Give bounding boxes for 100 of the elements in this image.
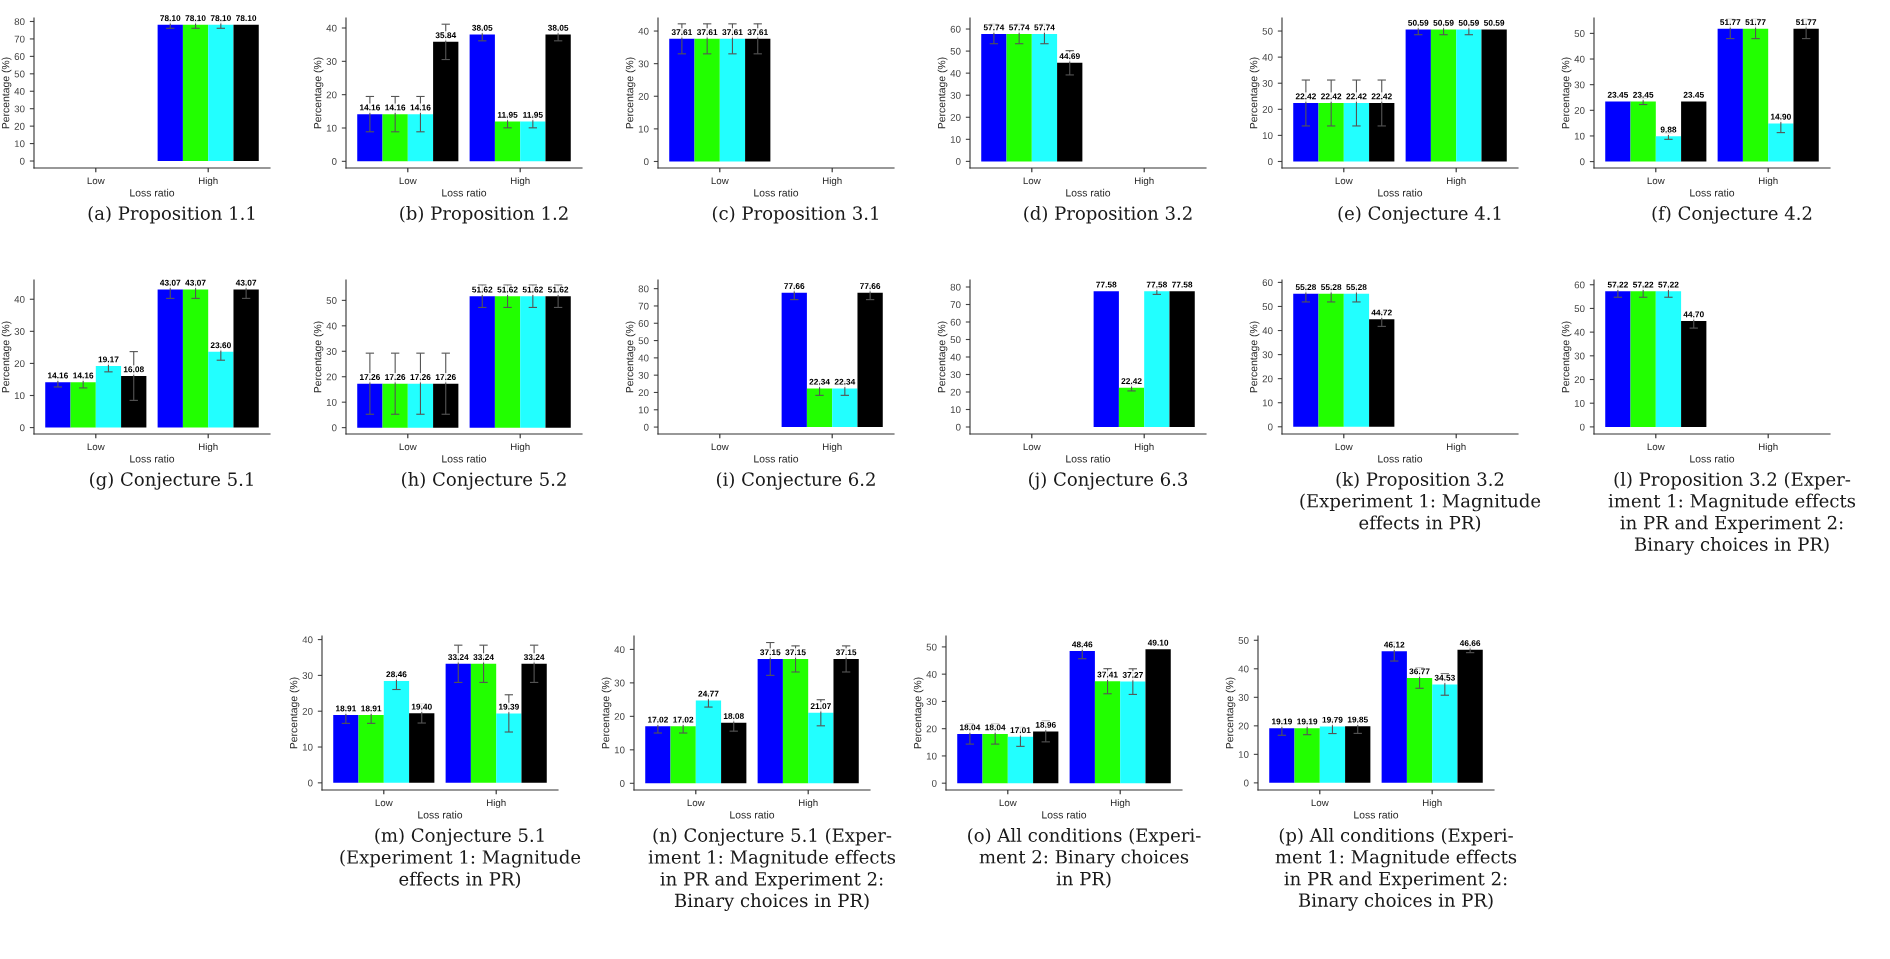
y-tick-label: 0 (1243, 779, 1249, 787)
bar (407, 114, 434, 162)
y-tick-label: 40 (1574, 55, 1585, 63)
y-tick-label: 50 (1262, 27, 1273, 35)
y-tick-label: 30 (326, 58, 337, 65)
bar (383, 680, 410, 783)
x-axis-title: Loss ratio (754, 454, 799, 463)
bar (1033, 731, 1059, 784)
data-label: 50.59 (1458, 19, 1479, 26)
data-label: 22.42 (1371, 93, 1392, 100)
bar (470, 663, 497, 783)
x-tick-label: Low (1023, 177, 1041, 185)
bar (1630, 101, 1656, 162)
y-tick-label: 10 (1238, 751, 1249, 758)
y-tick-label: 20 (1262, 106, 1273, 113)
bar (494, 121, 521, 162)
data-label: 33.24 (448, 654, 469, 661)
data-label: 18.08 (723, 713, 744, 720)
data-label: 36.77 (1409, 668, 1430, 675)
data-label: 19.40 (411, 703, 432, 710)
bar (1294, 728, 1320, 783)
text: (d) Proposition 3.2 (1024, 206, 1192, 224)
y-tick-label: 20 (1238, 722, 1249, 730)
text: (l) Proposition 3.2 (Exper- iment 1: Magnitude effects in PR and Experiment 2: Binary choices in PR) (1608, 472, 1856, 555)
data-label: 44.70 (1683, 311, 1704, 318)
y-tick-label: 40 (926, 670, 937, 678)
y-tick-label: 10 (638, 406, 649, 414)
data-label: 14.16 (410, 104, 431, 111)
y-tick-label: 60 (950, 25, 961, 33)
bar (1094, 681, 1121, 784)
data-label: 9.88 (1660, 126, 1677, 133)
data-label: 18.91 (335, 705, 357, 712)
bar (1145, 649, 1171, 784)
data-label: 37.15 (785, 649, 806, 656)
y-tick-label: 30 (1574, 352, 1585, 360)
y-tick-label: 40 (302, 636, 313, 644)
y-tick-label: 80 (14, 18, 25, 26)
x-tick-label: Low (687, 799, 705, 807)
y-tick-label: 0 (331, 424, 337, 432)
data-label: 19.85 (1347, 716, 1368, 723)
x-tick-label: High (510, 443, 530, 453)
bar (1717, 28, 1743, 162)
data-label: 23.60 (210, 342, 231, 349)
x-tick-label: Low (1647, 443, 1665, 451)
data-label: 57.74 (1034, 24, 1055, 31)
text: (o) All conditions (Experi- ment 2: Binary choices in PR) (968, 828, 1201, 888)
bar (1457, 649, 1483, 783)
data-label: 17.26 (435, 374, 456, 380)
bar (157, 289, 183, 428)
data-label: 77.66 (860, 283, 881, 289)
y-tick-label: 10 (1574, 132, 1585, 140)
text: (k) Proposition 3.2 (Experiment 1: Magnitude effects in PR) (1300, 472, 1541, 532)
y-tick-label: 20 (950, 388, 961, 396)
bar (1605, 101, 1631, 162)
y-axis-title: Percentage (%) (1249, 321, 1260, 393)
x-tick-label: Low (375, 799, 393, 807)
bar (409, 713, 435, 783)
data-label: 37.15 (760, 649, 781, 656)
text: (a) Proposition 1.1 (88, 206, 255, 224)
data-label: 11.95 (497, 111, 518, 118)
x-tick-label: High (1422, 799, 1442, 809)
y-tick-label: 20 (302, 707, 313, 715)
data-label: 14.16 (73, 372, 94, 379)
data-label: 50.59 (1433, 19, 1454, 26)
bar (545, 34, 571, 162)
bar (721, 722, 747, 784)
data-label: 44.69 (1059, 53, 1080, 60)
y-tick-label: 40 (614, 646, 625, 654)
text: (p) All conditions (Experi- ment 1: Magnitude effects in PR and Experiment 2: Binary choices in PR) (1275, 828, 1517, 911)
y-axis-title: Percentage (%) (1, 321, 12, 393)
y-tick-label: 70 (638, 302, 649, 310)
data-label: 34.53 (1434, 674, 1455, 681)
y-axis-title: Percentage (%) (1561, 57, 1572, 129)
data-label: 37.27 (1122, 671, 1143, 678)
y-tick-label: 30 (638, 371, 649, 379)
data-label: 22.42 (1295, 93, 1316, 100)
data-label: 77.66 (784, 283, 805, 289)
x-axis-title: Loss ratio (1066, 188, 1111, 197)
y-tick-label: 40 (950, 69, 961, 77)
data-label: 14.16 (385, 104, 406, 111)
x-axis-title: Loss ratio (1378, 454, 1423, 463)
x-axis-title: Loss ratio (730, 810, 775, 819)
data-label: 33.24 (523, 654, 545, 661)
y-tick-label: 40 (1262, 327, 1273, 335)
bar (1793, 28, 1819, 162)
x-tick-label: High (1446, 443, 1466, 453)
y-tick-label: 60 (1262, 279, 1273, 287)
y-tick-label: 30 (926, 698, 937, 706)
y-tick-label: 50 (1238, 637, 1249, 644)
data-label: 19.17 (98, 356, 119, 363)
data-label: 38.05 (547, 24, 569, 31)
bar (982, 734, 1008, 784)
data-label: 48.46 (1071, 641, 1093, 648)
x-tick-label: High (1758, 443, 1778, 453)
x-axis-title: Loss ratio (754, 188, 799, 197)
x-tick-label: Low (1335, 177, 1353, 185)
y-tick-label: 0 (619, 780, 625, 787)
y-tick-label: 60 (638, 319, 649, 327)
x-axis-title: Loss ratio (130, 454, 175, 463)
data-label: 57.22 (1633, 281, 1654, 288)
